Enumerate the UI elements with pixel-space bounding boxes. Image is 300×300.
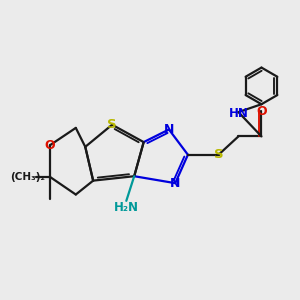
Text: HN: HN [229,107,248,120]
Text: N: N [170,177,181,190]
Text: S: S [107,118,117,131]
Text: O: O [256,105,267,118]
Text: N: N [164,123,174,136]
Text: (CH₃)₂: (CH₃)₂ [10,172,45,182]
Text: H₂N: H₂N [114,201,139,214]
Text: S: S [214,148,223,161]
Text: O: O [45,139,55,152]
